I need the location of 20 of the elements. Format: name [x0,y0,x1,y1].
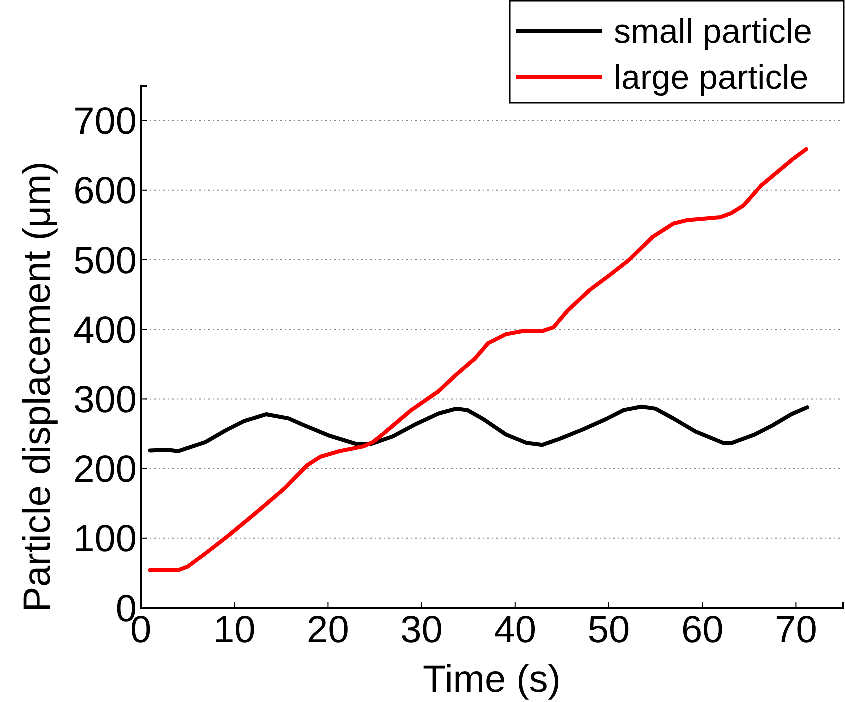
y-tick-label: 200 [74,449,137,492]
y-tick-label: 600 [74,170,137,213]
x-tick-label: 10 [213,609,256,652]
x-tick-label: 70 [775,609,818,652]
y-tick-label: 400 [74,310,137,352]
x-tick-label: 20 [307,609,350,652]
x-tick-label: 60 [681,609,724,652]
x-tick-label: 30 [400,609,443,652]
y-tick-label: 700 [74,101,137,144]
line-series [148,147,808,572]
legend-label: large particle [614,58,809,97]
x-axis-title: Time (s) [423,659,561,701]
y-tick-label: 300 [74,380,137,422]
legend-label: small particle [614,12,812,51]
y-tick-label: 100 [74,518,137,561]
line-series [148,404,810,454]
y-axis-title: Particle displacement (μm) [17,162,59,612]
y-tick-label: 500 [74,240,137,282]
x-tick-label: 40 [494,609,537,652]
x-tick-label: 50 [588,609,630,652]
